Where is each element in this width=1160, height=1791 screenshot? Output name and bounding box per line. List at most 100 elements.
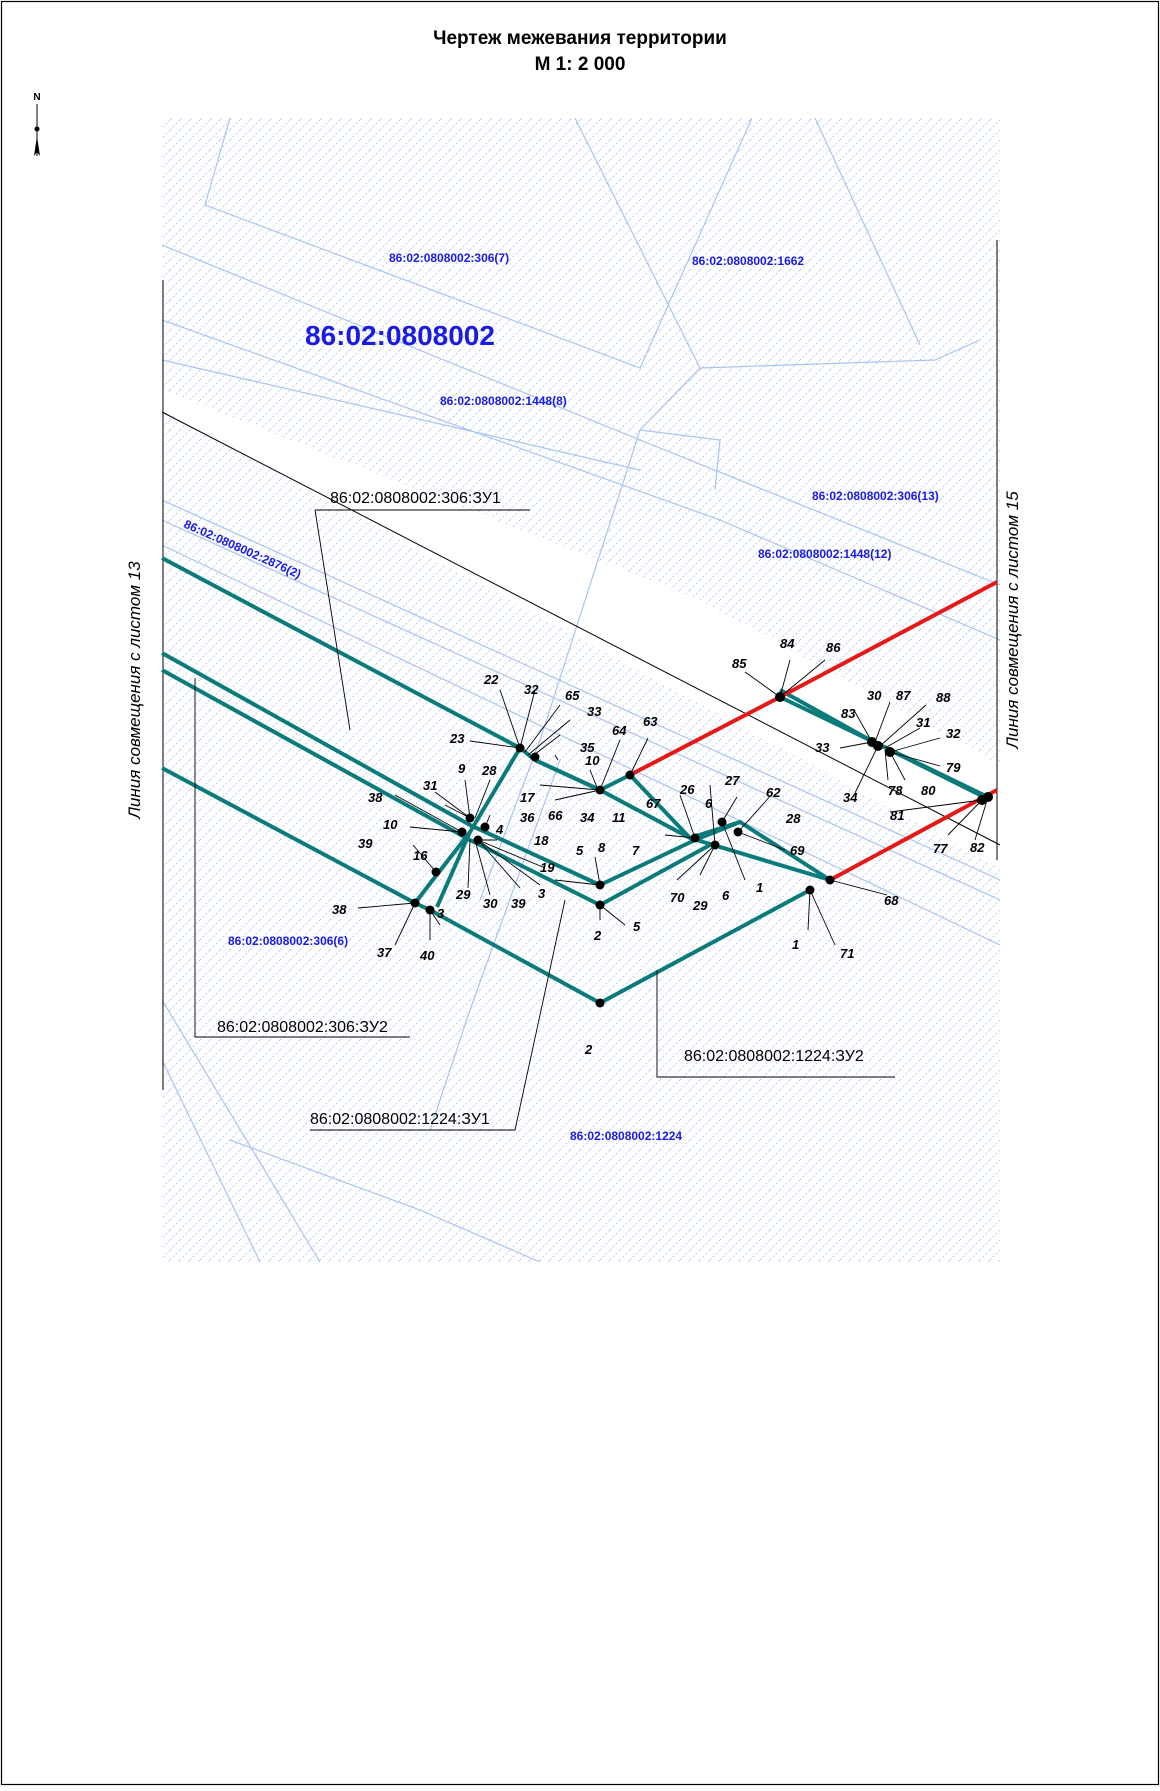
point-label: 31	[916, 715, 930, 730]
zone-label-1224-zu1: 86:02:0808002:1224:ЗУ1	[310, 1111, 490, 1128]
new-parcels	[161, 556, 991, 1005]
point-label: 8	[598, 840, 606, 855]
point-labels: 22 32 65 33 23 35 10 64 63 9 28 31 38 17…	[332, 636, 985, 1057]
cadastre-label-1662: 86:02:0808002:1662	[692, 254, 804, 268]
point-label: 88	[936, 690, 951, 705]
point-label: 36	[520, 810, 535, 825]
north-arrow-icon: N	[33, 92, 41, 156]
zone-label-1224-zu2: 86:02:0808002:1224:ЗУ2	[684, 1048, 864, 1065]
point-label: 3	[437, 906, 445, 921]
point-label: 17	[520, 790, 535, 805]
point-label: 38	[368, 790, 383, 805]
leaders	[194, 509, 989, 1131]
point-label: 10	[383, 817, 398, 832]
point-label: 70	[670, 890, 685, 905]
point-label: 1	[756, 880, 763, 895]
point-label: 33	[815, 740, 830, 755]
parcel-middle-a	[161, 651, 832, 887]
point-label: 35	[580, 740, 595, 755]
point-label: 1	[792, 937, 799, 952]
drawing-title: Чертеж межевания территории	[433, 28, 727, 49]
point-label: 63	[643, 714, 658, 729]
point-label: 64	[612, 723, 627, 738]
point-label: 11	[612, 810, 626, 825]
north-letter: N	[33, 92, 40, 103]
point-label: 26	[679, 782, 695, 797]
point-label: 85	[732, 656, 747, 671]
red-line-south	[829, 788, 998, 882]
cadastre-label-1448-12: 86:02:0808002:1448(12)	[758, 547, 891, 561]
point-label: 68	[884, 893, 899, 908]
cadastre-label-306-7: 86:02:0808002:306(7)	[389, 251, 509, 265]
point-label: 39	[358, 836, 373, 851]
point-label: 34	[843, 790, 858, 805]
right-side-label: Линия совмещения с листом 15	[1003, 491, 1022, 750]
zone-label-306-zu1: 86:02:0808002:306:ЗУ1	[330, 490, 501, 507]
point-label: 19	[540, 860, 555, 875]
cadastre-label-1448-8: 86:02:0808002:1448(8)	[440, 394, 567, 408]
point-label: 66	[548, 808, 563, 823]
point-label: 31	[423, 778, 437, 793]
block-label: 86:02:0808002	[305, 320, 495, 351]
point-label: 6	[705, 796, 713, 811]
point-label: 78	[888, 783, 903, 798]
parcel-right-edge	[534, 758, 831, 882]
point-label: 71	[840, 946, 854, 961]
point-label: 84	[780, 636, 795, 651]
point-label: 65	[565, 688, 580, 703]
point-label: 40	[419, 948, 435, 963]
hatch-band	[162, 285, 1000, 660]
point-label: 86	[826, 640, 841, 655]
point-label: 4	[495, 822, 504, 837]
point-label: 29	[692, 898, 708, 913]
cadastre-label-1224: 86:02:0808002:1224	[570, 1129, 682, 1143]
point-label: 3	[538, 886, 546, 901]
parcel-link	[413, 830, 472, 905]
point-label: 27	[724, 773, 740, 788]
left-side-label: Линия совмещения с листом 13	[125, 561, 144, 820]
map-area	[162, 118, 1000, 1262]
point-label: 80	[921, 783, 936, 798]
point-label: 28	[785, 811, 801, 826]
parcel-inner	[628, 773, 741, 840]
parcel-boundaries	[162, 118, 1000, 1262]
point-label: 79	[946, 760, 961, 775]
point-label: 81	[890, 808, 904, 823]
parcel-middle-b	[161, 668, 711, 907]
point-label: 67	[646, 796, 661, 811]
point-label: 38	[332, 902, 347, 917]
point-label: 7	[632, 843, 640, 858]
point-label: 2	[593, 928, 602, 943]
point-label: 87	[896, 688, 911, 703]
point-label: 34	[580, 810, 595, 825]
zone-label-306-zu2: 86:02:0808002:306:ЗУ2	[217, 1019, 388, 1036]
point-label: 6	[722, 888, 730, 903]
point-label: 2	[584, 1042, 593, 1057]
point-label: 29	[455, 887, 471, 902]
point-label: 82	[970, 840, 985, 855]
point-label: 16	[413, 848, 428, 863]
point-label: 62	[766, 785, 781, 800]
point-label: 28	[481, 763, 497, 778]
point-label: 9	[458, 761, 466, 776]
point-label: 69	[790, 843, 805, 858]
point-label: 30	[867, 688, 882, 703]
point-label: 83	[841, 706, 856, 721]
cadastre-label-306-13: 86:02:0808002:306(13)	[812, 489, 939, 503]
point-label: 5	[633, 919, 641, 934]
point-label: 22	[483, 672, 499, 687]
point-label: 5	[576, 843, 584, 858]
point-label: 39	[511, 896, 526, 911]
point-label: 30	[483, 896, 498, 911]
drawing-scale: М 1: 2 000	[535, 54, 626, 75]
cadastre-label-306-6: 86:02:0808002:306(6)	[228, 934, 348, 948]
point-label: 77	[933, 841, 948, 856]
point-label: 32	[946, 726, 961, 741]
point-label: 32	[524, 682, 539, 697]
point-label: 10	[585, 753, 600, 768]
point-label: 18	[534, 833, 549, 848]
reference-line	[162, 411, 1000, 846]
